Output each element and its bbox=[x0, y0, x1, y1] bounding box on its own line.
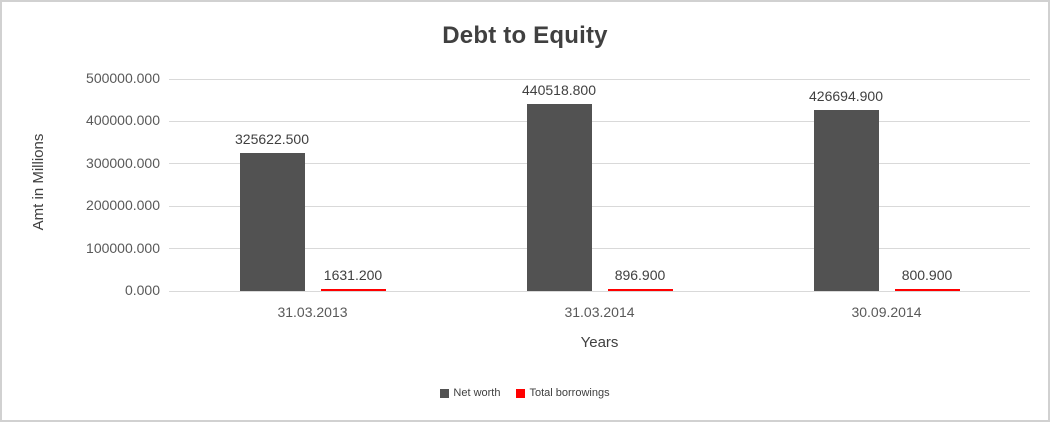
y-tick-label: 300000.000 bbox=[86, 154, 160, 171]
data-label: 426694.900 bbox=[809, 88, 883, 105]
y-tick-label: 200000.000 bbox=[86, 197, 160, 214]
gridline bbox=[169, 205, 1030, 207]
legend-swatch-icon bbox=[440, 388, 450, 398]
x-tick-label: 31.03.2014 bbox=[564, 304, 635, 320]
data-label: 800.900 bbox=[901, 266, 953, 283]
y-tick-label: 0.000 bbox=[124, 282, 160, 298]
plot-area: 325622.500 1631.200 440518.800 896.900 42669… bbox=[169, 78, 1030, 292]
legend-label: Total borrowings bbox=[529, 387, 610, 399]
legend: Net worth Total borrowings bbox=[2, 387, 1048, 399]
legend-swatch-icon bbox=[516, 388, 526, 398]
x-axis-title: Years bbox=[580, 334, 619, 351]
gridline bbox=[169, 163, 1030, 165]
y-tick-label: 500000.000 bbox=[86, 70, 160, 86]
bar-total-borrowings bbox=[607, 288, 673, 291]
data-label: 896.900 bbox=[614, 266, 666, 283]
bar-net-worth bbox=[526, 104, 592, 291]
bar-net-worth bbox=[239, 152, 305, 291]
data-label: 1631.200 bbox=[323, 266, 383, 283]
data-label: 325622.500 bbox=[235, 130, 309, 147]
y-tick-label: 400000.000 bbox=[86, 112, 160, 129]
data-label: 440518.800 bbox=[522, 82, 596, 99]
legend-label: Net worth bbox=[453, 387, 501, 399]
x-tick-label: 31.03.2013 bbox=[277, 304, 348, 320]
bar-total-borrowings bbox=[894, 288, 960, 291]
y-tick-label: 100000.000 bbox=[86, 239, 160, 256]
x-tick-label: 30.09.2014 bbox=[851, 304, 922, 320]
legend-item-net-worth: Net worth bbox=[440, 387, 500, 399]
gridline bbox=[169, 248, 1030, 250]
legend-item-total-borrowings: Total borrowings bbox=[516, 387, 610, 399]
y-axis-title-text: Amt in Millions bbox=[30, 133, 47, 231]
bar-net-worth bbox=[813, 110, 879, 291]
gridline bbox=[169, 290, 1030, 292]
chart-title: Debt to Equity bbox=[442, 22, 608, 49]
gridline bbox=[169, 120, 1030, 122]
gridline bbox=[169, 78, 1030, 80]
bar-total-borrowings bbox=[320, 288, 386, 291]
